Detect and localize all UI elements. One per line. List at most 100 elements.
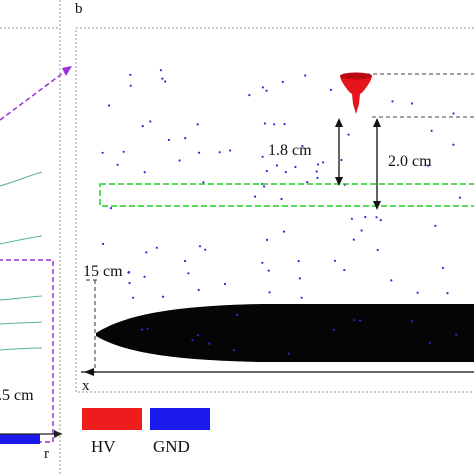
particle-dot <box>128 281 131 285</box>
legend-label-hv: HV <box>91 437 116 456</box>
particle-dot <box>263 122 266 125</box>
particle-dot <box>446 292 449 295</box>
particle-dot <box>198 151 201 154</box>
panel-label: b <box>75 1 83 17</box>
height-label: 15 cm <box>83 263 123 280</box>
particle-dot <box>301 144 304 148</box>
particle-dot <box>248 94 251 97</box>
particle-dot <box>183 259 187 263</box>
particle-dot <box>458 196 461 199</box>
particle-dot <box>254 195 257 198</box>
particle-dot <box>306 181 309 184</box>
particle-dot <box>267 269 270 272</box>
electrode-guides <box>366 73 474 118</box>
particle-dot <box>261 86 264 89</box>
field-lines <box>0 171 43 351</box>
particle-dot <box>391 100 394 103</box>
particle-dot <box>275 164 278 167</box>
particle-dot <box>350 217 353 220</box>
particle-dot <box>102 242 105 245</box>
particle-dot <box>455 333 458 336</box>
particle-dot <box>284 171 287 174</box>
particle-dot <box>155 246 158 249</box>
particle-dot <box>229 149 232 152</box>
particle-dot <box>411 320 414 323</box>
particle-dot <box>280 197 283 201</box>
particle-dot <box>204 248 207 251</box>
particle-dot <box>122 150 125 153</box>
particle-dot <box>347 133 350 136</box>
particle-dot <box>143 275 146 278</box>
particle-dot <box>236 313 239 316</box>
particle-dot <box>202 181 205 184</box>
particle-dot <box>262 185 266 188</box>
legend-swatch-gnd <box>150 408 210 430</box>
r-axis-label: r <box>44 446 49 462</box>
particle-dot <box>297 260 300 263</box>
particle-dot <box>294 165 297 169</box>
particle-dots-on-body <box>140 313 458 355</box>
particle-dot <box>340 158 343 162</box>
particle-dot <box>161 295 165 298</box>
particle-dot <box>329 88 332 91</box>
particle-dot <box>352 319 356 322</box>
right-panel-frame <box>75 27 474 393</box>
particle-dot <box>140 328 144 331</box>
particle-dot <box>416 291 419 294</box>
particle-dot <box>273 123 276 126</box>
particle-dot <box>223 282 227 286</box>
particle-dot <box>132 296 135 299</box>
particle-dot <box>265 89 268 92</box>
particle-dot <box>129 73 132 76</box>
particle-dot <box>430 129 433 132</box>
particle-dot <box>281 80 284 84</box>
particle-dot <box>333 259 337 262</box>
particle-dot <box>187 272 190 275</box>
particle-dot <box>376 248 379 252</box>
particle-dot <box>198 245 202 248</box>
particle-dot <box>196 123 199 126</box>
particle-dot <box>352 238 355 241</box>
left-panel-frame <box>0 0 61 474</box>
particle-dot <box>265 169 268 173</box>
particle-dot <box>452 143 455 146</box>
particle-dot <box>268 291 271 294</box>
particle-dot <box>101 151 104 154</box>
dimension-arrow-upper <box>335 118 343 186</box>
x-axis-label: x <box>82 378 90 394</box>
particle-dot <box>390 279 393 282</box>
particle-dot <box>208 342 211 345</box>
particle-dot <box>129 84 132 87</box>
particle-dot <box>315 170 318 173</box>
hv-electrode <box>340 72 372 114</box>
particle-dot <box>343 268 346 272</box>
particle-dot <box>191 339 194 342</box>
particle-dot <box>184 137 187 140</box>
zoom-link-arrow <box>0 66 72 121</box>
legend-label-gnd: GND <box>153 437 190 456</box>
particle-dot <box>265 238 269 241</box>
particle-dot <box>109 207 112 210</box>
particle-dot <box>261 155 264 158</box>
particle-dot <box>261 261 264 264</box>
particle-dot <box>298 277 301 280</box>
particle-dots <box>101 69 461 299</box>
particle-dot <box>304 74 307 77</box>
dimension-arrow-lower <box>373 118 381 210</box>
particle-dot <box>441 266 444 269</box>
x-axis <box>81 368 474 376</box>
zoom-region-box <box>0 259 54 443</box>
particle-dot <box>127 271 130 274</box>
particle-dot <box>300 296 303 299</box>
height-marker <box>86 279 100 372</box>
particle-dot <box>178 159 181 162</box>
particle-dot <box>149 120 152 123</box>
particle-dot <box>359 319 362 322</box>
particle-dot <box>379 219 382 222</box>
particle-dot <box>452 112 455 115</box>
particle-dot <box>316 176 319 179</box>
particle-dot <box>332 328 335 331</box>
particle-dot <box>426 164 429 167</box>
particle-dot <box>161 77 164 80</box>
